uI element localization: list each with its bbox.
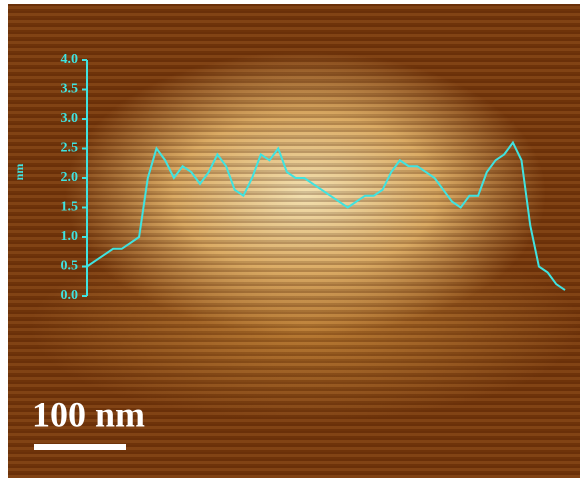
y-tick-label: 3.5 bbox=[61, 82, 79, 97]
y-tick-label: 2.5 bbox=[61, 141, 79, 156]
y-tick-label: 4.0 bbox=[61, 52, 79, 67]
scale-bar-label: 100 nm bbox=[32, 394, 145, 434]
y-tick-label: 0.0 bbox=[61, 288, 79, 303]
y-tick-label: 0.5 bbox=[61, 259, 79, 274]
scale-bar bbox=[34, 444, 126, 450]
y-axis-label: nm bbox=[12, 164, 26, 181]
afm-image bbox=[8, 4, 580, 478]
y-tick-label: 2.0 bbox=[61, 170, 79, 185]
y-tick-label: 1.0 bbox=[61, 229, 79, 244]
profile-line bbox=[86, 140, 566, 291]
y-tick-label: 3.0 bbox=[61, 111, 79, 126]
y-tick-label: 1.5 bbox=[61, 200, 79, 215]
